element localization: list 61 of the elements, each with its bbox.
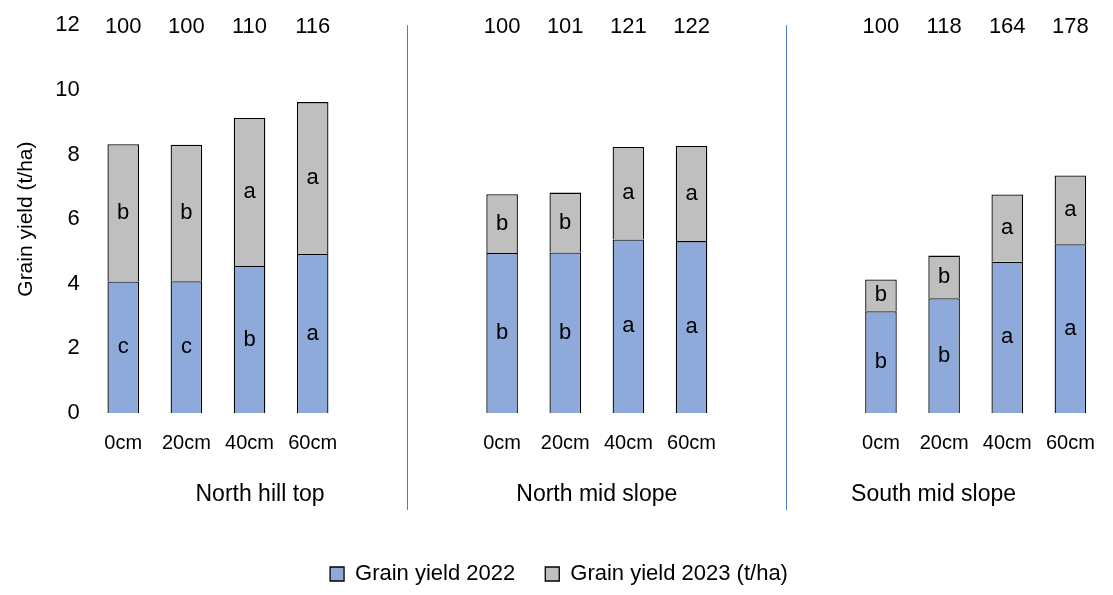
- x-tick-label: 20cm: [919, 430, 969, 453]
- data-label: b: [559, 318, 572, 344]
- annotation: 100: [862, 13, 900, 39]
- y-tick-label: 2: [67, 334, 80, 360]
- data-label: b: [117, 198, 130, 224]
- data-label: a: [622, 312, 636, 338]
- y-tick-label: 6: [67, 205, 80, 231]
- annotation: 100: [483, 13, 521, 39]
- annotation: 178: [1052, 13, 1089, 39]
- y-tick-label: 10: [55, 75, 80, 101]
- data-label: a: [306, 164, 320, 190]
- data-label: a: [1064, 314, 1078, 340]
- data-label: c: [117, 333, 129, 359]
- data-label: a: [306, 319, 320, 345]
- data-label: a: [622, 179, 636, 205]
- x-tick-label: 60cm: [667, 430, 716, 453]
- annotation: 101: [546, 13, 584, 39]
- data-label: b: [243, 325, 256, 351]
- data-label: b: [180, 199, 193, 225]
- x-tick-label: 0cm: [483, 430, 521, 453]
- y-tick-label: 8: [67, 140, 80, 166]
- x-tick-label: 60cm: [1045, 430, 1095, 453]
- legend-label: Grain yield 2023 (t/ha): [570, 560, 788, 586]
- x-tick-label: 40cm: [982, 430, 1032, 453]
- annotation: 100: [104, 13, 142, 39]
- annotation: 100: [168, 13, 205, 39]
- text: North hill top: [195, 480, 325, 507]
- legend-label: Grain yield 2022: [355, 560, 516, 586]
- x-tick-label: 40cm: [603, 430, 653, 453]
- text: South mid slope: [851, 480, 1017, 507]
- data-label: b: [937, 341, 951, 367]
- text: North mid slope: [516, 480, 678, 507]
- x-tick-label: 40cm: [225, 430, 274, 453]
- data-label: c: [180, 333, 192, 359]
- annotation: 122: [673, 13, 710, 39]
- annotation: 110: [231, 13, 268, 39]
- data-label: a: [243, 178, 257, 204]
- data-label: a: [1001, 323, 1015, 349]
- data-label: b: [937, 263, 951, 289]
- data-label: b: [495, 209, 509, 235]
- x-tick-label: 0cm: [862, 430, 900, 453]
- annotation: 116: [295, 13, 331, 39]
- annotation: 118: [926, 13, 962, 39]
- annotation: 121: [610, 13, 647, 39]
- data-label: b: [874, 281, 888, 307]
- data-label: b: [495, 319, 509, 345]
- x-tick-label: 20cm: [540, 430, 590, 453]
- annotation: 164: [988, 13, 1026, 39]
- x-tick-label: 0cm: [104, 430, 143, 453]
- x-tick-label: 60cm: [288, 430, 338, 453]
- data-label: a: [1001, 214, 1015, 240]
- y-tick-label: 4: [67, 269, 80, 295]
- y-tick-label: 0: [67, 399, 80, 425]
- data-label: a: [1064, 195, 1078, 221]
- y-axis-title: Grain yield (t/ha): [13, 141, 37, 297]
- data-label: b: [559, 208, 572, 234]
- data-label: b: [874, 348, 888, 374]
- data-label: a: [685, 179, 699, 205]
- y-tick-label: 12: [55, 11, 80, 37]
- data-label: a: [685, 313, 699, 339]
- x-tick-label: 20cm: [161, 430, 211, 453]
